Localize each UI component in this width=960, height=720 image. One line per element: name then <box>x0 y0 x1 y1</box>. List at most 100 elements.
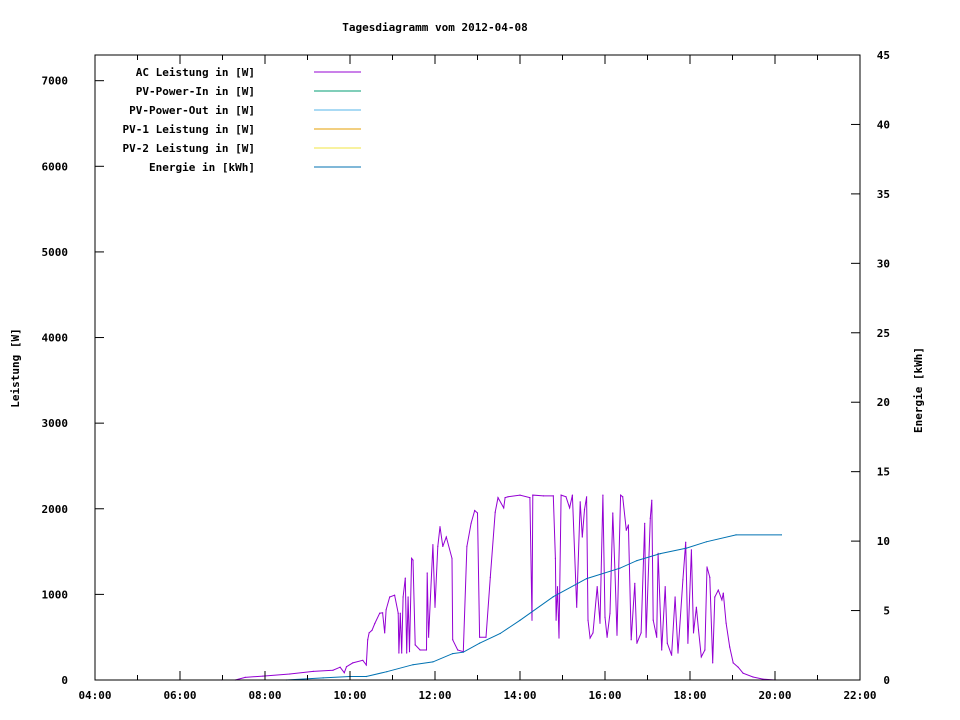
series-0-point <box>579 501 581 503</box>
series-0-point <box>721 599 723 601</box>
series-5-point <box>412 664 414 666</box>
series-0-point <box>571 494 574 496</box>
y-tick-label: 4000 <box>42 332 69 345</box>
y-tick-label: 7000 <box>42 75 69 88</box>
series-0-point <box>385 609 387 611</box>
series-0-point <box>345 666 348 668</box>
series-0-point <box>352 662 354 664</box>
series-0-point <box>485 636 487 638</box>
series-0-point <box>504 497 506 499</box>
series-0-point <box>439 526 441 528</box>
series-0-point <box>569 507 571 509</box>
series-0-point <box>589 637 591 639</box>
series-5-point <box>365 675 367 678</box>
series-0-point <box>752 676 754 678</box>
series-0-point <box>470 522 472 524</box>
series-0-point <box>609 612 611 614</box>
series-0-point <box>636 642 638 644</box>
series-5-point <box>452 653 454 655</box>
series-0-point <box>397 612 399 614</box>
series-0-point <box>652 619 654 621</box>
chart-title: Tagesdiagramm vom 2012-04-08 <box>342 21 527 34</box>
series-0-point <box>489 576 491 578</box>
series-0-point <box>592 632 594 634</box>
series-0-point <box>560 494 562 496</box>
x-tick-label: 16:00 <box>588 689 621 702</box>
series-line-0 <box>221 494 776 681</box>
series-0-point <box>343 672 345 674</box>
series-0-point <box>382 612 384 614</box>
series-0-point <box>599 622 601 624</box>
x-tick-label: 20:00 <box>758 689 791 702</box>
series-5-point <box>499 632 501 635</box>
series-0-point <box>671 654 673 656</box>
y-axis-label: Leistung [W] <box>9 328 22 407</box>
series-0-point <box>697 629 700 631</box>
series-0-point <box>634 582 636 584</box>
series-0-point <box>479 636 481 638</box>
series-0-point <box>565 496 567 498</box>
x-tick-label: 12:00 <box>418 689 451 702</box>
y2-tick-label: 40 <box>877 118 890 131</box>
series-0-point <box>371 629 373 631</box>
series-0-point <box>596 586 598 588</box>
series-0-point <box>556 586 559 588</box>
series-line-5 <box>286 534 782 681</box>
series-0-point <box>725 622 727 624</box>
series-0-point <box>434 606 436 608</box>
series-0-point <box>687 642 689 644</box>
series-0-point <box>339 666 341 668</box>
series-0-point <box>576 606 578 608</box>
series-0-point <box>581 536 583 538</box>
series-0-point <box>704 649 706 651</box>
y2-axis-label: Energie [kWh] <box>912 347 925 433</box>
series-0-point <box>419 649 421 651</box>
series-0-point <box>616 634 618 636</box>
series-0-point <box>690 549 693 551</box>
series-0-point <box>762 678 764 680</box>
series-0-point <box>437 545 439 548</box>
series-0-point <box>503 507 505 509</box>
series-0-point <box>742 672 744 674</box>
series-0-point <box>714 596 716 598</box>
series-0-point <box>695 606 698 608</box>
x-tick-label: 04:00 <box>78 689 111 702</box>
series-0-point <box>442 545 444 548</box>
series-5-point <box>735 534 737 536</box>
series-0-point <box>640 632 642 634</box>
series-5-point <box>386 671 388 673</box>
series-0-point <box>656 636 658 638</box>
series-0-point <box>649 517 651 519</box>
series-0-point <box>312 670 314 673</box>
series-5-point <box>685 547 688 549</box>
x-tick-label: 08:00 <box>248 689 281 702</box>
series-0-point <box>630 639 632 641</box>
series-0-point <box>332 669 334 671</box>
series-0-point <box>367 639 369 641</box>
series-0-point <box>404 577 406 579</box>
y2-tick-label: 35 <box>877 188 890 201</box>
y-tick-label: 0 <box>61 674 68 687</box>
series-0-point <box>627 524 630 526</box>
series-0-point <box>362 659 364 661</box>
series-0-point <box>622 496 624 498</box>
series-0-point <box>476 512 479 514</box>
series-0-point <box>682 579 684 581</box>
series-0-point <box>602 494 604 496</box>
series-0-point <box>474 509 476 512</box>
series-0-point <box>586 496 588 498</box>
series-0-point <box>398 652 400 654</box>
y2-tick-label: 45 <box>877 49 890 62</box>
series-5-point <box>519 619 521 621</box>
y-tick-label: 3000 <box>42 417 69 430</box>
series-0-point <box>529 497 531 499</box>
series-0-point <box>244 676 246 679</box>
series-5-point <box>552 596 554 598</box>
series-0-point <box>374 622 376 625</box>
series-0-point <box>365 664 367 666</box>
series-0-point <box>494 511 496 513</box>
series-0-point <box>554 557 557 560</box>
x-tick-label: 14:00 <box>503 689 536 702</box>
series-0-point <box>411 557 413 560</box>
